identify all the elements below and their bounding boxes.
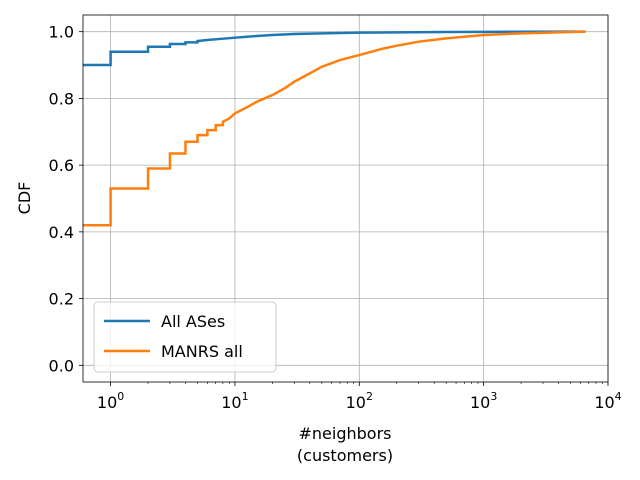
y-tick-label: 0.0 xyxy=(49,356,74,375)
x-axis-label-sub: (customers) xyxy=(297,446,393,465)
x-tick-label: 103 xyxy=(470,390,497,412)
y-tick-label: 0.8 xyxy=(49,89,74,108)
axis-ticks: 100 101 102 103 104 0.0 0.2 0.4 0.6 0.8 1.0 xyxy=(49,23,622,412)
x-tick-label: 102 xyxy=(346,390,373,412)
legend-label-all-ases: All ASes xyxy=(161,312,225,331)
y-tick-label: 1.0 xyxy=(49,23,74,42)
x-axis-label: #neighbors xyxy=(299,424,392,443)
series-line-manrs-all xyxy=(83,30,586,227)
y-tick-label: 0.2 xyxy=(49,290,74,309)
x-tick-label: 104 xyxy=(594,390,621,412)
y-tick-label: 0.4 xyxy=(49,223,74,242)
series-layer xyxy=(83,30,586,227)
y-tick-label: 0.6 xyxy=(49,156,74,175)
x-tick-label: 100 xyxy=(97,390,124,412)
x-tick-label: 101 xyxy=(221,390,248,412)
legend-label-manrs-all: MANRS all xyxy=(161,342,243,361)
legend-box xyxy=(93,301,277,373)
series-line-all-ases xyxy=(83,30,586,67)
legend: All ASes MANRS all xyxy=(93,301,277,373)
plot-frame xyxy=(82,14,609,383)
y-axis-label: CDF xyxy=(15,182,34,215)
